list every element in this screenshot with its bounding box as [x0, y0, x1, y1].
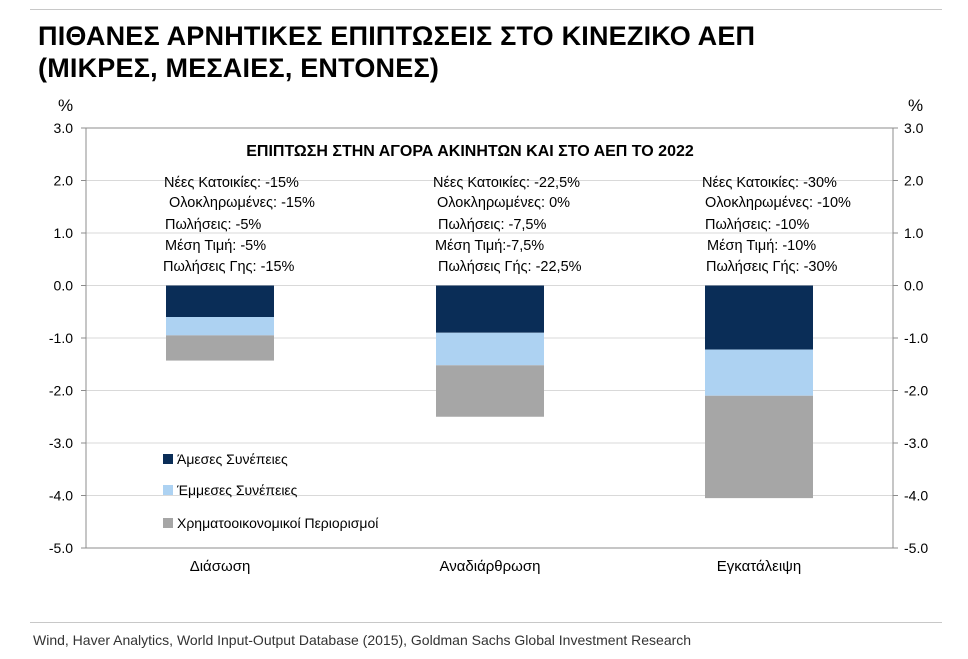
annotations: ΕΠΙΠΤΩΣΗ ΣΤΗΝ ΑΓΟΡΑ ΑΚΙΝΗΤΩΝ ΚΑΙ ΣΤΟ ΑΕΠ…	[163, 143, 851, 275]
annotation-line: Νέες Κατοικίες: -22,5%	[433, 175, 580, 191]
bar-segment	[166, 285, 274, 317]
y-tick-label-right: -3.0	[904, 435, 928, 451]
annotation-line: Ολοκληρωμένες: 0%	[437, 195, 570, 211]
y-tick-label-left: -3.0	[49, 435, 73, 451]
y-tick-label-left: 2.0	[54, 173, 74, 189]
annotation-line: Πωλήσεις Γής: -22,5%	[438, 259, 582, 275]
stacked-bar-chart: 3.0 3.0 2.0 2.0 1.0 1.0 0.0 0.0 -1.0 -1.0 -2.0 -2.0…	[49, 96, 928, 575]
bar-segment	[436, 332, 544, 366]
x-category-label: Αναδιάρθρωση	[440, 558, 541, 575]
annotation-line: Πωλήσεις: -7,5%	[438, 217, 546, 233]
bar-segment	[705, 395, 813, 499]
annotation-line: Νέες Κατοικίες: -30%	[702, 175, 837, 191]
annotation-line: Μέση Τιμή: -5%	[165, 238, 266, 254]
bars	[166, 285, 813, 499]
bar-segment	[166, 335, 274, 361]
y-tick-label-left: 0.0	[54, 278, 74, 294]
y-tick-label-right: -5.0	[904, 540, 928, 556]
annotation-line: Νέες Κατοικίες: -15%	[164, 175, 299, 191]
y-unit-label-right: %	[908, 96, 923, 115]
bar-segment	[705, 349, 813, 396]
y-tick-label-left: 3.0	[54, 120, 74, 136]
y-tick-label-left: -1.0	[49, 330, 73, 346]
y-unit-label-left: %	[58, 96, 73, 115]
x-category-label: Εγκατάλειψη	[717, 558, 801, 575]
axes	[81, 127, 898, 549]
bar-segment	[436, 365, 544, 417]
legend: Άμεσες Συνέπειες Έμμεσες Συνέπειες Χρηματο…	[163, 451, 378, 531]
legend-label: Έμμεσες Συνέπειες	[176, 482, 298, 498]
title-line-2: (ΜΙΚΡΕΣ, ΜΕΣΑΙΕΣ, ΕΝΤΟΝΕΣ)	[38, 53, 440, 83]
chart-subtitle: ΕΠΙΠΤΩΣΗ ΣΤΗΝ ΑΓΟΡΑ ΑΚΙΝΗΤΩΝ ΚΑΙ ΣΤΟ ΑΕΠ…	[246, 143, 694, 160]
y-tick-label-right: 3.0	[904, 120, 924, 136]
annotation-line: Πωλήσεις: -5%	[165, 217, 261, 233]
annotation-line: Ολοκληρωμένες: -10%	[705, 195, 851, 211]
y-tick-label-right: -4.0	[904, 488, 928, 504]
annotation-line: Πωλήσεις: -10%	[705, 217, 809, 233]
annotation-line: Ολοκληρωμένες: -15%	[169, 195, 315, 211]
y-tick-label-right: -1.0	[904, 330, 928, 346]
legend-swatch	[163, 518, 173, 528]
y-tick-label-left: -4.0	[49, 488, 73, 504]
annotation-line: Μέση Τιμή:-7,5%	[435, 238, 544, 254]
axis-labels: 3.0 3.0 2.0 2.0 1.0 1.0 0.0 0.0 -1.0 -1.0 -2.0 -2.0…	[49, 96, 928, 575]
top-rule	[30, 9, 942, 10]
annotation-line: Πωλήσεις Γης: -15%	[163, 259, 295, 275]
y-tick-label-left: -5.0	[49, 540, 73, 556]
bar-segment	[166, 317, 274, 336]
y-tick-label-right: -2.0	[904, 383, 928, 399]
annotation-line: Πωλήσεις Γής: -30%	[706, 259, 838, 275]
source-note: Wind, Haver Analytics, World Input-Outpu…	[33, 632, 692, 648]
annotation-line: Μέση Τιμή: -10%	[707, 238, 816, 254]
title-line-1: ΠΙΘΑΝΕΣ ΑΡΝΗΤΙΚΕΣ ΕΠΙΠΤΩΣΕΙΣ ΣΤΟ ΚΙΝΕΖΙΚ…	[38, 21, 756, 51]
y-tick-label-left: 1.0	[54, 225, 74, 241]
legend-swatch	[163, 485, 173, 495]
bar-segment	[436, 285, 544, 333]
page-title: ΠΙΘΑΝΕΣ ΑΡΝΗΤΙΚΕΣ ΕΠΙΠΤΩΣΕΙΣ ΣΤΟ ΚΙΝΕΖΙΚ…	[38, 20, 755, 84]
legend-label: Άμεσες Συνέπειες	[177, 451, 288, 467]
y-tick-label-right: 2.0	[904, 173, 924, 189]
y-tick-label-right: 1.0	[904, 225, 924, 241]
x-category-label: Διάσωση	[190, 558, 251, 575]
bottom-rule	[30, 622, 942, 623]
y-tick-label-right: 0.0	[904, 278, 924, 294]
legend-label: Χρηματοοικονομικοί Περιορισμοί	[177, 515, 378, 531]
legend-swatch	[163, 454, 173, 464]
y-tick-label-left: -2.0	[49, 383, 73, 399]
bar-segment	[705, 285, 813, 350]
